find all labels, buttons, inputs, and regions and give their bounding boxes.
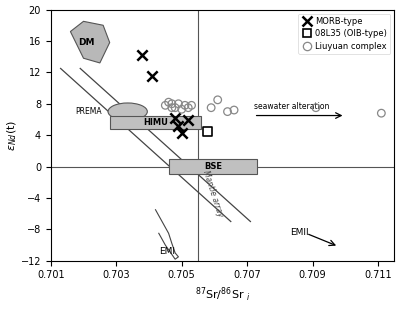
Point (178, 107, 185, 112)
Point (185, 118, 192, 123)
Point (172, 115, 178, 120)
Point (208, 105, 214, 110)
Polygon shape (70, 21, 110, 63)
Point (185, 105, 192, 110)
Point (224, 109, 231, 114)
Point (149, 74, 156, 79)
X-axis label: $^{87}$Sr/$^{86}$Sr $_{i}$: $^{87}$Sr/$^{86}$Sr $_{i}$ (195, 286, 250, 304)
Y-axis label: $\varepsilon_{Nd}$(t): $\varepsilon_{Nd}$(t) (6, 120, 19, 151)
Legend: MORB-type, 08L35 (OIB-type), Liuyuan complex: MORB-type, 08L35 (OIB-type), Liuyuan com… (298, 14, 390, 54)
Point (162, 103, 168, 108)
Point (165, 100, 172, 105)
Text: HIMU: HIMU (143, 118, 168, 127)
Point (378, 111, 384, 116)
Text: Mantle array: Mantle array (201, 170, 224, 219)
Point (231, 108, 237, 113)
Bar (168, 159, 257, 175)
Point (182, 103, 188, 108)
Text: seawater alteration: seawater alteration (254, 102, 329, 111)
Point (188, 103, 195, 108)
Point (205, 129, 211, 134)
Point (178, 130, 185, 135)
Ellipse shape (108, 103, 147, 120)
Bar (110, 116, 201, 129)
Point (175, 123, 182, 128)
Point (313, 105, 319, 110)
Point (214, 97, 221, 102)
Point (172, 105, 178, 110)
Text: BSE: BSE (204, 162, 222, 171)
Text: EMI: EMI (159, 247, 175, 256)
Point (175, 101, 182, 106)
Text: PREMA: PREMA (75, 107, 102, 116)
Text: DM: DM (78, 38, 95, 47)
Point (169, 101, 175, 106)
Text: EMII: EMII (290, 228, 308, 237)
Point (139, 53, 146, 58)
Point (169, 105, 175, 110)
